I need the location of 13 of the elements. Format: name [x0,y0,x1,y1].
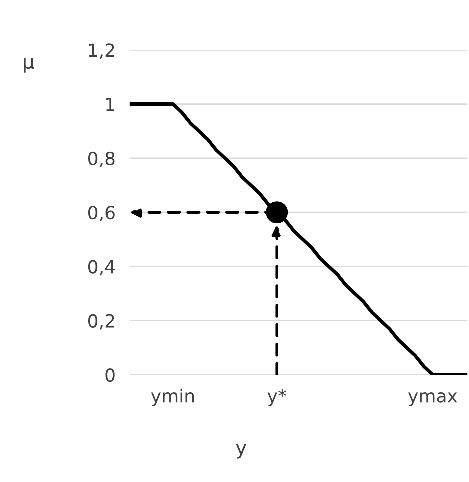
y-tick-label: 0,2 [88,314,114,330]
x-tick-label: ymax [408,392,458,406]
y-tick-label: 1 [106,98,114,112]
y-tick-label: 0,8 [88,152,115,168]
line-series [130,102,468,375]
y-tick-label: 0,4 [88,260,116,276]
y-tick-label: 0,6 [88,206,115,222]
y-axis-title: μ [24,58,34,73]
y-tick-label: 0 [106,368,115,382]
x-tick-label: ymin [151,388,194,406]
y-tick-label: 1,2 [89,44,114,60]
x-axis-title: y [236,444,247,459]
x-tick-label: y* [268,389,286,406]
